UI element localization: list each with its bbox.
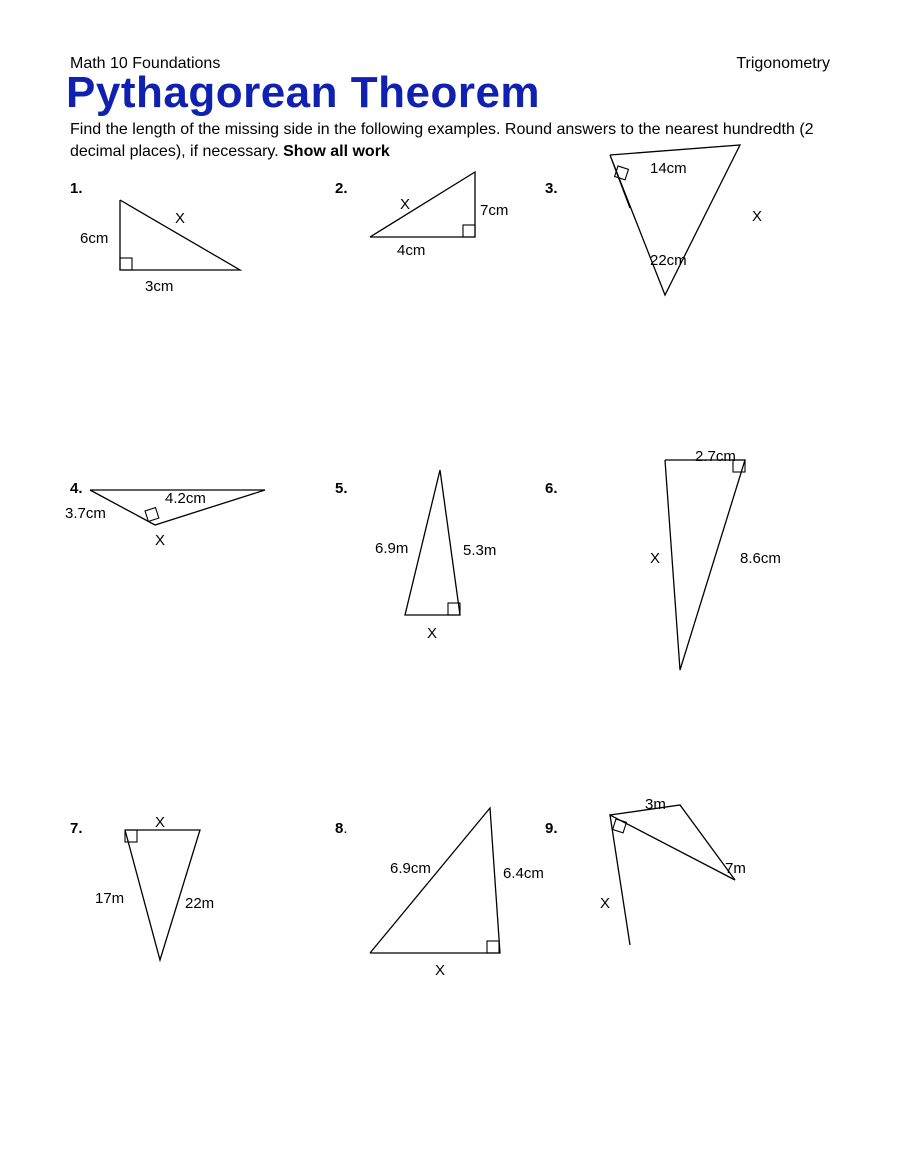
side-label: 14cm: [650, 160, 687, 177]
instructions-text: Find the length of the missing side in t…: [70, 121, 814, 160]
side-label: 7m: [725, 860, 746, 877]
side-label: X: [600, 895, 610, 912]
side-label: 3m: [645, 796, 666, 813]
triangle-diagram: [605, 810, 755, 970]
side-label: 5.3m: [463, 542, 496, 559]
side-label: X: [155, 814, 165, 831]
problem-number: 9.: [545, 820, 558, 837]
side-label: 4.2cm: [165, 490, 206, 507]
side-label: 6.9m: [375, 540, 408, 557]
triangle-diagram: [365, 808, 525, 968]
side-label: 7cm: [480, 202, 508, 219]
problem-number: 4.: [70, 480, 83, 497]
problem-number: 3.: [545, 180, 558, 197]
side-label: X: [752, 208, 762, 225]
problem-number: 1.: [70, 180, 83, 197]
side-label: X: [427, 625, 437, 642]
triangle-diagram: [650, 460, 770, 680]
side-label: 3cm: [145, 278, 173, 295]
problem-number: 7.: [70, 820, 83, 837]
problem-number: 6.: [545, 480, 558, 497]
side-label: 8.6cm: [740, 550, 781, 567]
problem-number: 2.: [335, 180, 348, 197]
side-label: X: [175, 210, 185, 227]
side-label: 6.4cm: [503, 865, 544, 882]
instructions: Find the length of the missing side in t…: [70, 119, 830, 162]
side-label: X: [650, 550, 660, 567]
side-label: 6cm: [80, 230, 108, 247]
problem-number: 5.: [335, 480, 348, 497]
worksheet-title: Pythagorean Theorem: [66, 71, 830, 115]
side-label: 22cm: [650, 252, 687, 269]
side-label: 17m: [95, 890, 124, 907]
problem-number: 8.: [335, 820, 348, 837]
side-label: 4cm: [397, 242, 425, 259]
instructions-bold: Show all work: [283, 143, 390, 160]
side-label: 2.7cm: [695, 448, 736, 465]
side-label: X: [400, 196, 410, 213]
header-right: Trigonometry: [736, 55, 830, 73]
side-label: 6.9cm: [390, 860, 431, 877]
triangle-diagram: [600, 160, 770, 310]
side-label: X: [155, 532, 165, 549]
side-label: X: [435, 962, 445, 979]
triangle-diagram: [115, 820, 245, 970]
side-label: 22m: [185, 895, 214, 912]
side-label: 3.7cm: [65, 505, 106, 522]
